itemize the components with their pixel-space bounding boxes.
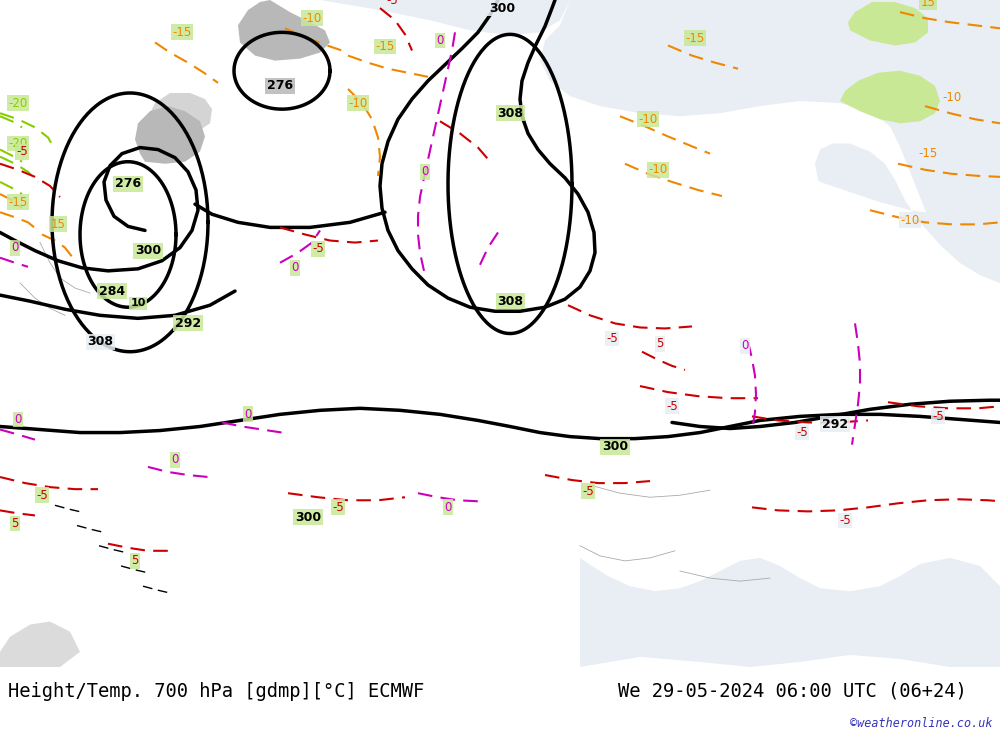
Text: 0: 0 <box>14 413 22 426</box>
Text: -5: -5 <box>312 242 324 255</box>
Text: 276: 276 <box>115 177 141 191</box>
Text: -20: -20 <box>8 137 28 150</box>
Polygon shape <box>848 2 928 45</box>
Text: -5: -5 <box>796 426 808 439</box>
Text: -10: -10 <box>348 97 368 110</box>
Text: -15: -15 <box>685 32 705 45</box>
Text: -10: -10 <box>648 163 668 177</box>
Text: -10: -10 <box>638 113 658 126</box>
Text: 5: 5 <box>11 517 19 530</box>
Text: 0: 0 <box>291 262 299 274</box>
Text: 300: 300 <box>295 511 321 524</box>
Text: 15: 15 <box>51 218 65 231</box>
Text: 276: 276 <box>267 79 293 92</box>
Text: 300: 300 <box>602 441 628 453</box>
Polygon shape <box>540 0 1000 283</box>
Polygon shape <box>0 622 80 667</box>
Text: -5: -5 <box>666 399 678 413</box>
Text: 300: 300 <box>135 244 161 257</box>
Text: -15: -15 <box>918 147 938 160</box>
Text: 15: 15 <box>921 0 935 9</box>
Text: 10: 10 <box>130 298 146 308</box>
Text: -5: -5 <box>36 489 48 501</box>
Text: 0: 0 <box>421 166 429 178</box>
Text: ©weatheronline.co.uk: ©weatheronline.co.uk <box>850 716 992 729</box>
Polygon shape <box>320 0 570 35</box>
Polygon shape <box>580 558 1000 667</box>
Text: 0: 0 <box>171 453 179 466</box>
Text: -15: -15 <box>8 196 28 209</box>
Text: -20: -20 <box>8 97 28 110</box>
Text: -5: -5 <box>606 332 618 345</box>
Text: -5: -5 <box>582 485 594 498</box>
Text: 0: 0 <box>11 241 19 254</box>
Text: -5: -5 <box>932 410 944 423</box>
Text: -5: -5 <box>839 514 851 527</box>
Text: 292: 292 <box>822 418 848 431</box>
Text: 5: 5 <box>656 337 664 350</box>
Text: 5: 5 <box>131 554 139 567</box>
Polygon shape <box>815 144 1000 283</box>
Text: -10: -10 <box>942 90 962 103</box>
Text: 292: 292 <box>175 317 201 330</box>
Text: Height/Temp. 700 hPa [gdmp][°C] ECMWF: Height/Temp. 700 hPa [gdmp][°C] ECMWF <box>8 682 424 701</box>
Text: 308: 308 <box>87 335 113 348</box>
Text: -10: -10 <box>302 12 322 25</box>
Text: We 29-05-2024 06:00 UTC (06+24): We 29-05-2024 06:00 UTC (06+24) <box>618 682 967 701</box>
Text: 0: 0 <box>741 339 749 352</box>
Text: 0: 0 <box>244 408 252 421</box>
Text: 300: 300 <box>489 1 515 15</box>
Polygon shape <box>238 0 330 61</box>
Text: -15: -15 <box>375 40 395 53</box>
Text: 308: 308 <box>497 107 523 119</box>
Text: -5: -5 <box>16 145 28 158</box>
Polygon shape <box>148 93 212 136</box>
Text: -5: -5 <box>386 0 398 7</box>
Text: -15: -15 <box>172 26 192 39</box>
Text: -5: -5 <box>332 501 344 514</box>
Text: -10: -10 <box>900 214 920 226</box>
Polygon shape <box>135 106 205 163</box>
Polygon shape <box>840 71 940 123</box>
Text: 0: 0 <box>436 34 444 47</box>
Text: 308: 308 <box>497 295 523 308</box>
Text: 284: 284 <box>99 284 125 298</box>
Text: 0: 0 <box>444 501 452 514</box>
